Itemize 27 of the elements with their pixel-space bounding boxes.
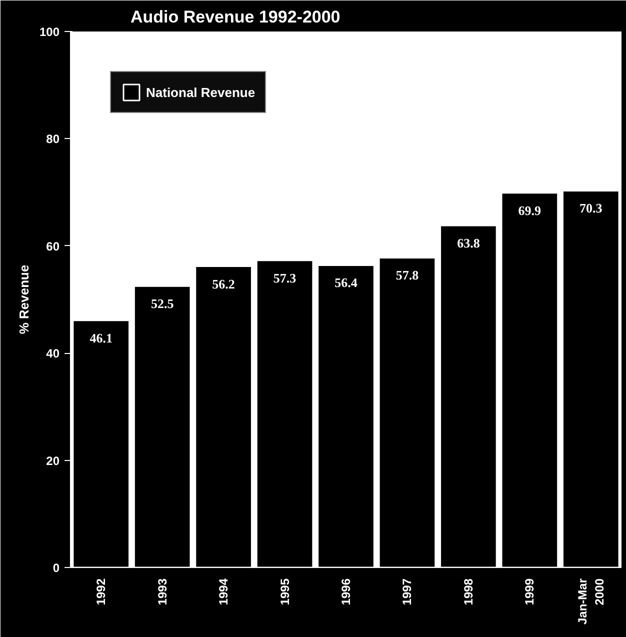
data-label: 57.3 [273,270,297,286]
y-tick-label: 80 [46,132,60,146]
y-tick-label: 0 [52,561,60,575]
x-tick-label: 1995 [278,578,292,606]
y-tick-label: 20 [46,454,60,468]
y-axis-title: % Revenue [16,264,32,334]
data-label: 63.8 [457,236,480,251]
data-label: 69.9 [518,202,542,218]
y-tick-label: 100 [39,25,60,39]
x-tick-label: 1992 [94,578,108,606]
data-label: 56.2 [212,276,235,292]
x-tick-label: 1998 [461,578,476,606]
x-tick-label: 1996 [339,578,353,606]
data-label: 52.5 [150,296,174,312]
chart-title: Audio Revenue 1992-2000 [130,8,340,26]
x-tick-label: 1999 [522,578,537,606]
data-label: 57.8 [396,268,420,283]
x-tick-label: 1993 [155,578,170,606]
x-tick-label: 1994 [216,578,231,606]
x-tick-label: Jan-Mar 2000 [575,578,606,625]
y-tick-label: 40 [46,346,60,361]
data-label: 56.4 [334,275,358,290]
data-label: 46.1 [90,330,112,346]
y-tick-label: 60 [46,239,60,254]
x-tick-label: 1997 [400,578,414,606]
legend-label: National Revenue [146,84,256,100]
data-label: 70.3 [580,200,603,216]
